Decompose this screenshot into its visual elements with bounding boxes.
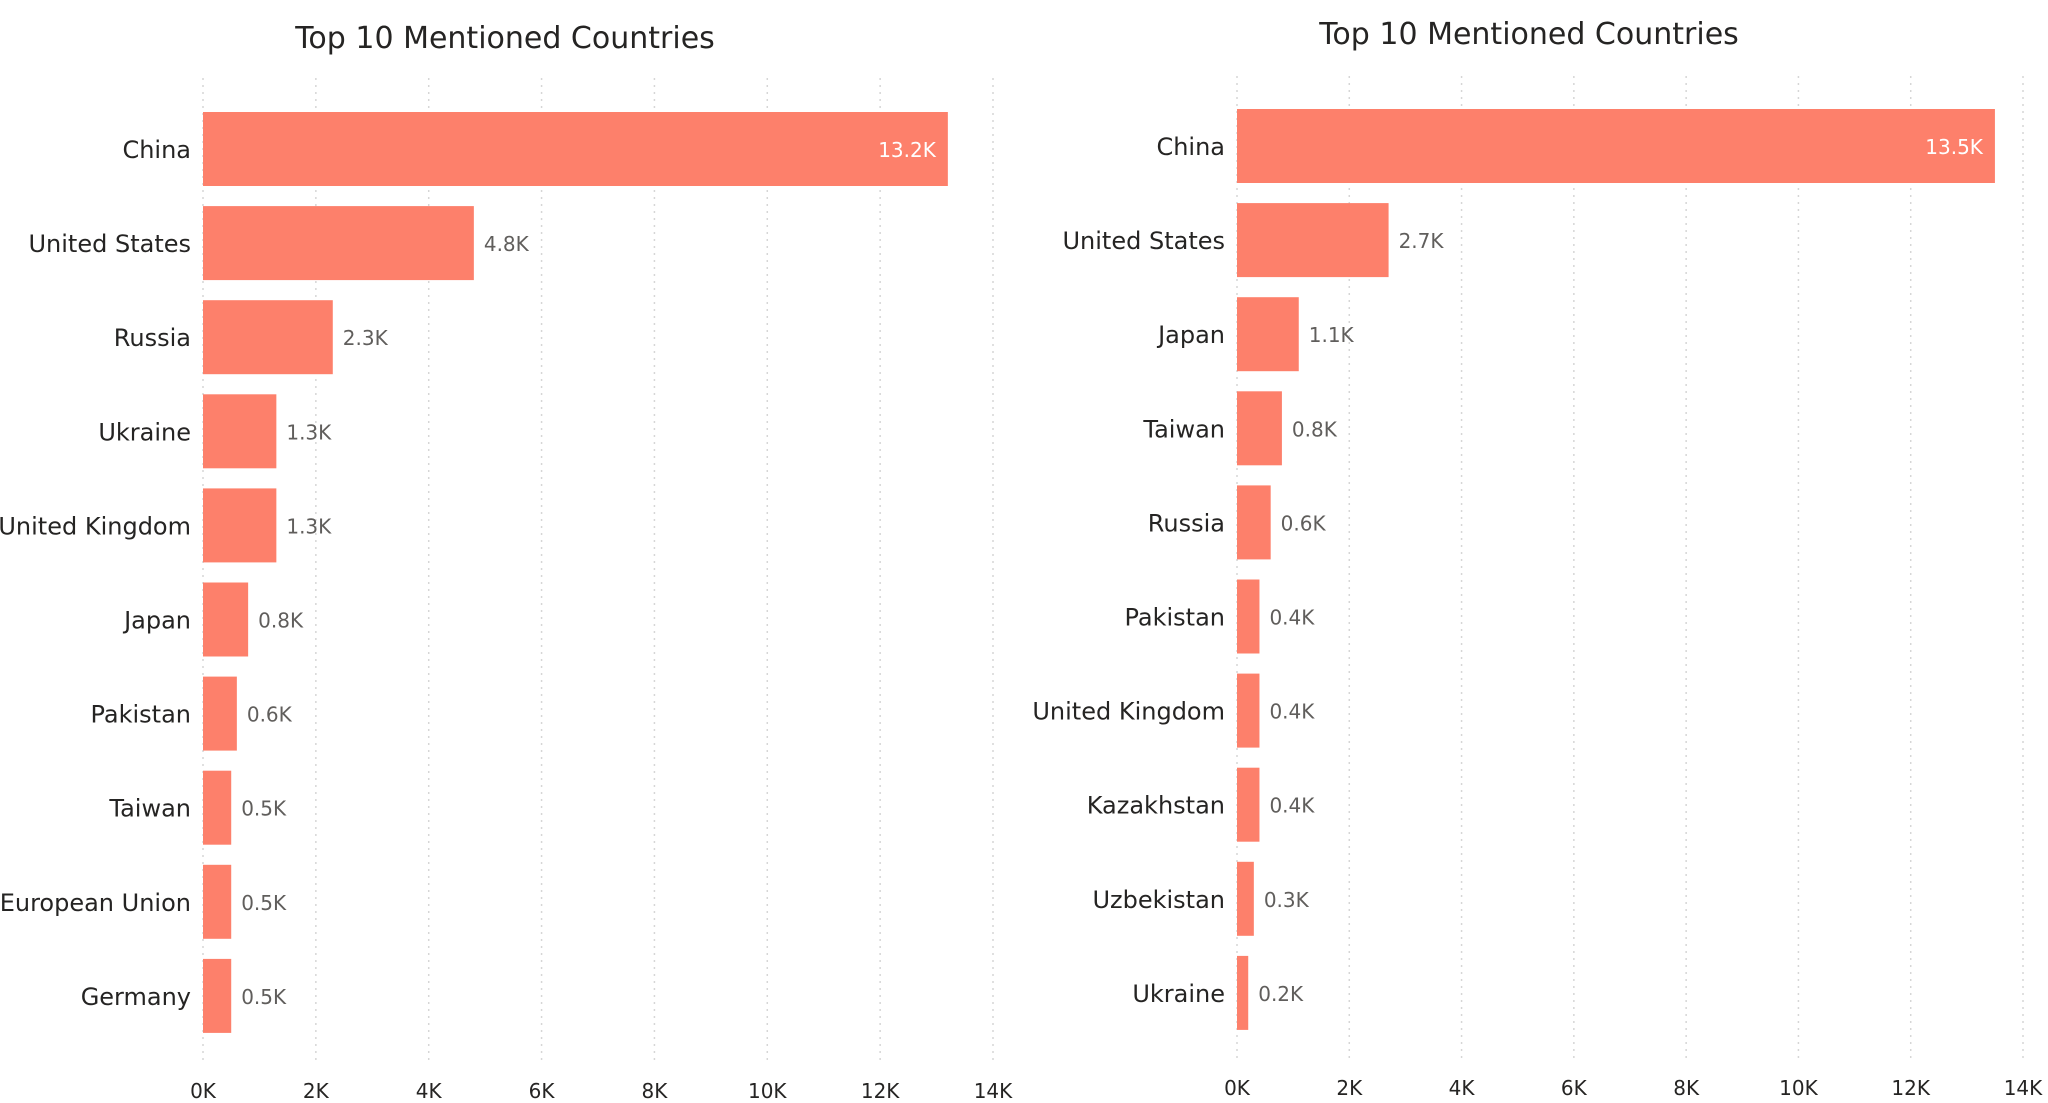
- category-label: Pakistan: [91, 701, 192, 729]
- data-label: 0.4K: [1269, 794, 1315, 818]
- category-label: China: [122, 136, 191, 164]
- x-tick-label: 8K: [1673, 1076, 1700, 1100]
- data-label: 0.5K: [241, 797, 287, 821]
- x-tick-label: 2K: [303, 1079, 330, 1103]
- category-label: Pakistan: [1125, 604, 1226, 632]
- bars: [1237, 109, 1995, 1030]
- bars: [203, 112, 948, 1033]
- data-label: 0.8K: [258, 609, 304, 633]
- data-label: 0.6K: [247, 703, 293, 727]
- category-label: Russia: [114, 324, 191, 352]
- bar[interactable]: [1237, 579, 1260, 654]
- bar[interactable]: [1237, 391, 1282, 466]
- category-label: United Kingdom: [0, 512, 191, 540]
- bar[interactable]: [1237, 673, 1260, 748]
- x-tick-label: 2K: [1336, 1076, 1363, 1100]
- bar[interactable]: [1237, 485, 1271, 560]
- x-tick-label: 0K: [190, 1079, 217, 1103]
- bar[interactable]: [203, 864, 232, 939]
- labels: 0K 2K 4K 6K 8K 10K 12K 14K China 13.2K United Stat…: [0, 136, 1013, 1103]
- bar[interactable]: [1237, 767, 1260, 842]
- data-label: 0.8K: [1292, 417, 1338, 441]
- category-label: United States: [28, 230, 191, 258]
- bar[interactable]: [1237, 109, 1995, 183]
- data-label: 0.3K: [1264, 888, 1310, 912]
- category-label: Kazakhstan: [1087, 792, 1225, 820]
- category-label: Ukraine: [1132, 980, 1225, 1008]
- x-tick-label: 4K: [416, 1079, 443, 1103]
- bar[interactable]: [1237, 861, 1254, 936]
- data-label: 0.5K: [241, 891, 287, 915]
- category-label: Japan: [1156, 321, 1225, 349]
- data-label: 1.1K: [1309, 323, 1355, 347]
- bar[interactable]: [203, 770, 232, 845]
- data-label: 0.2K: [1258, 982, 1304, 1006]
- category-label: United Kingdom: [1032, 698, 1225, 726]
- x-tick-label: 12K: [1891, 1076, 1930, 1100]
- category-label: Ukraine: [98, 418, 191, 446]
- data-label: 2.7K: [1399, 229, 1445, 253]
- bar[interactable]: [203, 958, 232, 1033]
- gridlines: [1236, 76, 2024, 1058]
- bar[interactable]: [203, 488, 277, 563]
- category-label: China: [1156, 133, 1225, 161]
- x-tick-label: 6K: [1561, 1076, 1588, 1100]
- category-label: Taiwan: [1142, 415, 1225, 443]
- bar[interactable]: [203, 582, 249, 657]
- data-label: 0.4K: [1269, 606, 1315, 630]
- bar[interactable]: [203, 676, 237, 751]
- chart-title: Top 10 Mentioned Countries: [1318, 17, 1739, 52]
- bar[interactable]: [1237, 955, 1249, 1030]
- bar[interactable]: [1237, 297, 1299, 372]
- data-label: 0.4K: [1269, 700, 1315, 724]
- bar[interactable]: [203, 394, 277, 469]
- category-label: Russia: [1148, 509, 1225, 537]
- x-tick-label: 12K: [861, 1079, 900, 1103]
- x-tick-label: 14K: [974, 1079, 1013, 1103]
- labels: 0K 2K 4K 6K 8K 10K 12K 14K China 13.5K United Stat…: [1032, 133, 2043, 1100]
- chart-title: Top 10 Mentioned Countries: [294, 21, 715, 56]
- x-tick-label: 4K: [1449, 1076, 1476, 1100]
- x-tick-label: 0K: [1224, 1076, 1251, 1100]
- data-label: 2.3K: [343, 326, 389, 350]
- category-label: Uzbekistan: [1092, 886, 1225, 914]
- x-tick-label: 6K: [529, 1079, 556, 1103]
- data-label: 13.5K: [1925, 135, 1984, 159]
- x-tick-label: 10K: [748, 1079, 787, 1103]
- category-label: Taiwan: [108, 795, 191, 823]
- data-label: 0.5K: [241, 985, 287, 1009]
- gridlines: [202, 78, 994, 1060]
- data-label: 1.3K: [286, 420, 332, 444]
- category-label: Germany: [81, 983, 191, 1011]
- right-bar-chart: Top 10 Mentioned Countries 0K 2K 4K 6K 8K 10K…: [1032, 17, 2043, 1100]
- category-label: United States: [1062, 227, 1225, 255]
- x-tick-label: 8K: [642, 1079, 669, 1103]
- bar[interactable]: [1237, 203, 1389, 278]
- data-label: 1.3K: [286, 514, 332, 538]
- data-label: 4.8K: [484, 232, 530, 256]
- category-label: European Union: [0, 889, 191, 917]
- x-tick-label: 10K: [1779, 1076, 1818, 1100]
- data-label: 0.6K: [1281, 511, 1327, 535]
- x-tick-label: 14K: [2004, 1076, 2043, 1100]
- bar[interactable]: [203, 112, 948, 186]
- bar[interactable]: [203, 206, 474, 281]
- left-bar-chart: Top 10 Mentioned Countries 0K 2K 4K 6K 8K 10K…: [0, 21, 1013, 1103]
- bar[interactable]: [203, 300, 333, 375]
- data-label: 13.2K: [878, 138, 937, 162]
- category-label: Japan: [122, 607, 191, 635]
